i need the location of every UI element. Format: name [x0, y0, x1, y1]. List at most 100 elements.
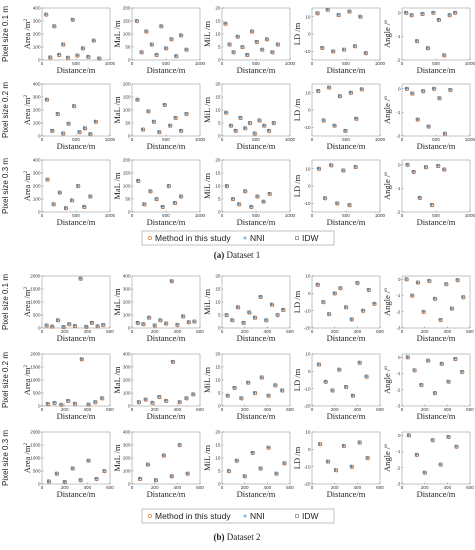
method-marker	[78, 478, 83, 483]
method-marker	[316, 283, 321, 287]
dataset-figure-2: Pixel size 0.1 m0 200 400 60005001000150020…	[1, 274, 474, 542]
method-marker	[266, 445, 271, 450]
method-marker	[44, 323, 49, 328]
nni-marker	[363, 51, 368, 55]
method-marker	[253, 315, 258, 320]
nni-marker	[341, 47, 346, 52]
nni-marker	[94, 476, 98, 481]
method-marker	[168, 123, 173, 128]
nni-marker	[66, 121, 71, 126]
x-tick-label: 1000	[285, 61, 296, 66]
method-marker	[415, 39, 420, 44]
method-marker	[83, 126, 88, 131]
method-marker	[427, 279, 432, 284]
x-tick-label: 500	[72, 61, 80, 66]
legend-label: IDW	[302, 233, 319, 243]
nni-marker	[148, 189, 152, 193]
method-marker	[272, 121, 277, 126]
method-marker	[438, 318, 443, 323]
y-tick-label: 20	[215, 352, 221, 357]
method-marker	[455, 278, 460, 283]
method-marker	[174, 54, 179, 59]
nni-marker	[243, 126, 247, 130]
method-marker	[243, 474, 248, 479]
y-axis-label-text: Angle /	[382, 290, 392, 316]
y-tick-label: 5	[218, 121, 221, 126]
x-tick-label: 0	[131, 329, 134, 334]
method-marker	[316, 89, 321, 94]
nni-marker	[264, 37, 269, 41]
nni-marker	[78, 276, 83, 281]
nni-marker	[43, 12, 48, 17]
nni-marker	[69, 198, 74, 202]
x-tick-label: 500	[72, 137, 80, 142]
nni-marker	[70, 466, 75, 470]
y-tick-label: -1	[396, 110, 401, 115]
y-tick-label: 50	[125, 121, 131, 126]
y-tick-label: 1500	[30, 443, 41, 448]
nni-marker	[341, 443, 346, 448]
y-tick-label: 0	[128, 482, 131, 487]
nni-marker	[349, 464, 354, 469]
x-tick-label: 400	[353, 485, 361, 490]
nni-marker	[247, 310, 251, 314]
method-marker	[58, 190, 63, 195]
method-marker	[56, 112, 60, 117]
y-axis-label: MiL /m	[202, 445, 212, 471]
caption-letter: (a)	[214, 250, 225, 260]
nni-marker	[146, 315, 151, 320]
y-axis-label-text: MiL /m	[202, 367, 212, 393]
method-marker	[353, 165, 358, 170]
nni-marker	[254, 39, 259, 44]
method-marker	[437, 96, 442, 101]
y-axis-label-superscript: o	[383, 96, 389, 99]
method-marker	[255, 194, 260, 199]
x-tick-label: 1000	[465, 213, 475, 218]
method-marker	[236, 305, 241, 310]
y-tick-label: 0	[38, 326, 41, 331]
nni-marker	[316, 88, 320, 93]
nni-marker	[170, 359, 175, 364]
nni-marker	[343, 384, 348, 389]
method-marker	[101, 323, 106, 328]
y-tick-label: 20	[215, 6, 221, 11]
method-marker	[257, 118, 262, 123]
method-marker	[426, 46, 431, 51]
nni-marker	[279, 388, 284, 392]
method-marker	[179, 194, 184, 199]
method-marker	[317, 167, 322, 171]
nni-marker	[55, 111, 60, 116]
method-marker	[437, 18, 442, 23]
method-marker	[100, 396, 105, 401]
method-marker	[71, 18, 75, 22]
method-marker	[161, 205, 165, 210]
method-marker	[406, 355, 411, 360]
nni-marker	[446, 379, 450, 384]
method-marker	[164, 399, 169, 404]
method-marker	[412, 368, 417, 373]
y-axis-label: MiL /m	[202, 173, 212, 199]
y-axis-label: MiL /m	[202, 289, 212, 315]
x-tick-label: 400	[173, 329, 181, 334]
method-marker	[185, 471, 190, 476]
y-axis-label: Area /m2	[22, 95, 32, 126]
nni-marker	[442, 167, 446, 172]
method-marker	[72, 104, 77, 109]
x-tick-label: 200	[151, 485, 159, 490]
x-tick-label: 0	[131, 137, 134, 142]
nni-marker	[152, 323, 157, 327]
y-tick-label: 200	[33, 184, 41, 189]
nni-marker	[366, 287, 371, 292]
nni-marker	[321, 300, 325, 304]
x-tick-label: 1000	[105, 137, 116, 142]
scatter-panel: 0 200 400 600 -3 -2 -1 0 Angle /o Distance/m	[382, 431, 474, 499]
nni-marker	[154, 197, 158, 201]
nni-marker	[75, 53, 79, 58]
y-axis-label-text: LD /m	[292, 22, 302, 45]
method-marker	[46, 402, 51, 407]
nni-marker	[223, 110, 228, 115]
method-marker	[367, 288, 372, 293]
y-tick-label: 0	[218, 482, 221, 487]
y-tick-label: 10	[215, 108, 221, 113]
